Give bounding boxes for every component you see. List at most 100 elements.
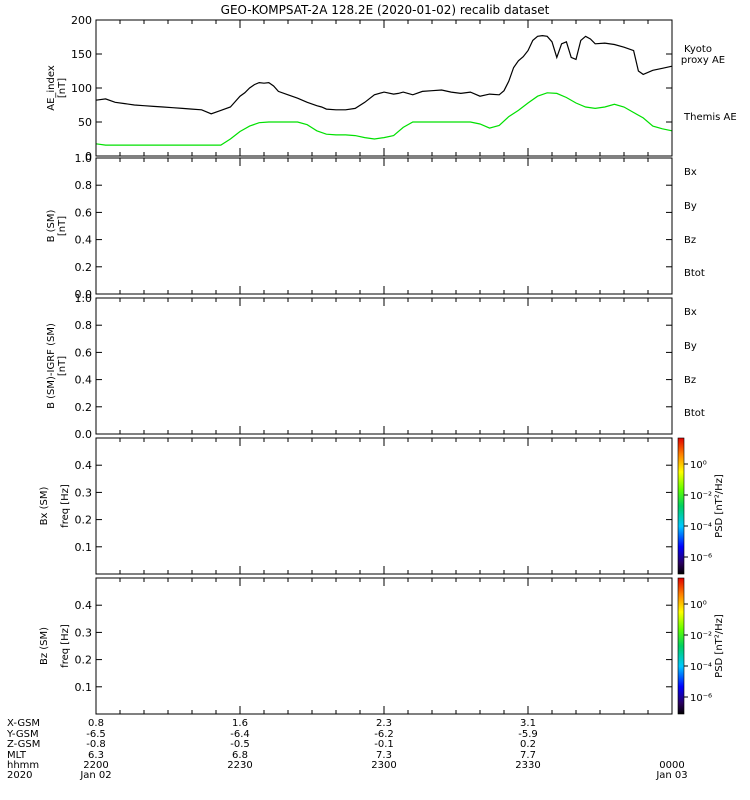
footer-row-label: Y-GSM bbox=[6, 729, 39, 740]
bzspec-cbar-tick-label: 10⁻⁴ bbox=[690, 662, 712, 673]
footer-row-label: 2020 bbox=[7, 770, 32, 781]
bdiff-legend-bz: Bz bbox=[684, 375, 696, 386]
ae-ytick-label: 150 bbox=[71, 48, 92, 61]
bzspec-ytick-label: 0.4 bbox=[75, 599, 93, 612]
b-ytick-label: 0.0 bbox=[75, 288, 93, 301]
legend-kyoto-1: Kyoto bbox=[684, 44, 712, 55]
b-ytick-label: 0.6 bbox=[75, 206, 93, 219]
b-frame bbox=[95, 157, 673, 295]
footer-cell: -6.2 bbox=[374, 729, 394, 740]
bzspec-ylabel-1: Bz (SM) bbox=[39, 627, 50, 665]
bxspec-ylabel-1: Bx (SM) bbox=[39, 487, 50, 526]
footer-cell: -5.9 bbox=[518, 729, 538, 740]
footer-cell: -6.4 bbox=[230, 729, 250, 740]
footer-row-label: MLT bbox=[7, 750, 27, 761]
footer-cell: 0000 bbox=[659, 760, 684, 771]
b-ytick-label: 1.0 bbox=[75, 152, 93, 165]
bdiff-ytick-label: 0.0 bbox=[75, 428, 93, 441]
bxspec-colorbar bbox=[677, 437, 685, 575]
footer-cell: -0.5 bbox=[230, 739, 250, 750]
ae-ytick-label: 100 bbox=[71, 82, 92, 95]
bz-spec-panel: Bz (SM) freq [Hz] 0.1 0.2 0.3 0.4 10⁰ 10⁻² 10… bbox=[39, 577, 725, 715]
footer-cell: 2330 bbox=[515, 760, 540, 771]
bxspec-ytick-label: 0.1 bbox=[75, 541, 93, 554]
footer-cell: 7.7 bbox=[520, 750, 536, 761]
series-line-kyoto-proxy-ae bbox=[95, 92, 673, 146]
bzspec-frame bbox=[95, 577, 673, 715]
footer-row-label: Z-GSM bbox=[7, 739, 40, 750]
footer-cell: 0.2 bbox=[520, 739, 536, 750]
ae-ylabel-1: AE_index bbox=[46, 65, 57, 111]
ae-ytick-label: 50 bbox=[78, 116, 92, 129]
bzspec-cbar-label: PSD [nT²/Hz] bbox=[714, 614, 725, 678]
footer-row-label: hhmm bbox=[7, 760, 39, 771]
footer-cell: 2200 bbox=[83, 760, 108, 771]
b-ytick-label: 0.4 bbox=[75, 234, 93, 247]
footer-cell: Jan 03 bbox=[655, 770, 687, 781]
bxspec-cbar-label: PSD [nT²/Hz] bbox=[714, 474, 725, 538]
chart-title: GEO-KOMPSAT-2A 128.2E (2020-01-02) recal… bbox=[221, 3, 550, 17]
bdiff-ylabel-2: [nT] bbox=[57, 356, 68, 376]
bdiff-ytick-label: 1.0 bbox=[75, 292, 93, 305]
bxspec-ytick-label: 0.2 bbox=[75, 514, 93, 527]
bdiff-legend-bx: Bx bbox=[684, 307, 697, 318]
footer-cell: 7.3 bbox=[376, 750, 392, 761]
footer-cell: -6.5 bbox=[86, 729, 106, 740]
b-panel: B (SM) [nT] 0.00.20.40.60.81.0 Bx By Bz … bbox=[46, 152, 705, 301]
bdiff-ytick-label: 0.8 bbox=[75, 319, 93, 332]
b-legend-btot: Btot bbox=[684, 268, 705, 279]
b-ylabel-2: [nT] bbox=[57, 216, 68, 236]
bxspec-cbar-tick-label: 10⁻⁴ bbox=[690, 522, 712, 533]
bzspec-cbar-tick-label: 10⁻⁶ bbox=[690, 693, 712, 704]
bdiff-panel: B (SM)-IGRF (SM) [nT] 0.0 0.2 0.4 0.6 0.8 1.0… bbox=[46, 292, 705, 441]
footer-cell: 0.8 bbox=[88, 718, 104, 729]
bxspec-cbar-tick-label: 10⁰ bbox=[690, 460, 707, 471]
series-line-themis-ae bbox=[95, 34, 673, 115]
footer-cell: -0.1 bbox=[374, 739, 394, 750]
bxspec-ylabel-2: freq [Hz] bbox=[60, 484, 71, 528]
footer-cell: 2300 bbox=[371, 760, 396, 771]
bxspec-cbar-tick-label: 10⁻⁶ bbox=[690, 553, 712, 564]
footer-cell: 1.6 bbox=[232, 718, 248, 729]
b-ytick-label: 0.2 bbox=[75, 261, 93, 274]
bzspec-colorbar bbox=[677, 577, 685, 715]
bzspec-ylabel-2: freq [Hz] bbox=[60, 624, 71, 668]
bdiff-frame bbox=[95, 297, 673, 435]
footer-cell: 3.1 bbox=[520, 718, 536, 729]
bxspec-ytick-label: 0.4 bbox=[75, 459, 93, 472]
bdiff-ylabel-1: B (SM)-IGRF (SM) bbox=[46, 323, 57, 409]
bxspec-cbar-tick-label: 10⁻² bbox=[690, 491, 712, 502]
bzspec-ytick-label: 0.3 bbox=[75, 626, 93, 639]
bdiff-ytick-label: 0.2 bbox=[75, 401, 93, 414]
bdiff-ytick-label: 0.6 bbox=[75, 346, 93, 359]
ae-ytick-label: 0 bbox=[85, 150, 92, 163]
ae-panel: AE_index [nT] 0 50 100 150 200 Kyoto proxy A… bbox=[46, 14, 737, 163]
bx-spec-panel: Bx (SM) freq [Hz] 0.1 0.2 0.3 0.4 10⁰ 10⁻² 10… bbox=[39, 437, 725, 575]
b-ytick-label: 0.8 bbox=[75, 179, 93, 192]
footer-cell: 6.8 bbox=[232, 750, 248, 761]
bdiff-legend-by: By bbox=[684, 341, 697, 352]
legend-kyoto-2: proxy AE bbox=[681, 55, 725, 66]
bxspec-frame bbox=[95, 437, 673, 575]
bdiff-legend-btot: Btot bbox=[684, 408, 705, 419]
legend-themis: Themis AE bbox=[683, 112, 737, 123]
ae-ylabel-2: [nT] bbox=[57, 78, 68, 98]
bzspec-ytick-label: 0.2 bbox=[75, 654, 93, 667]
footer-cell: 6.3 bbox=[88, 750, 104, 761]
b-legend-by: By bbox=[684, 201, 697, 212]
b-legend-bx: Bx bbox=[684, 167, 697, 178]
footer-cell: 2230 bbox=[227, 760, 252, 771]
ae-ytick-label: 200 bbox=[71, 14, 92, 27]
footer-cell: -0.8 bbox=[86, 739, 106, 750]
bzspec-cbar-tick-label: 10⁰ bbox=[690, 600, 707, 611]
ae-frame bbox=[95, 19, 673, 157]
bdiff-ytick-label: 0.4 bbox=[75, 374, 93, 387]
bxspec-ytick-label: 0.3 bbox=[75, 486, 93, 499]
footer-cell: Jan 02 bbox=[79, 770, 111, 781]
b-legend-bz: Bz bbox=[684, 235, 696, 246]
footer-cell: 2.3 bbox=[376, 718, 392, 729]
bzspec-cbar-tick-label: 10⁻² bbox=[690, 631, 712, 642]
footer-row-label: X-GSM bbox=[7, 718, 40, 729]
